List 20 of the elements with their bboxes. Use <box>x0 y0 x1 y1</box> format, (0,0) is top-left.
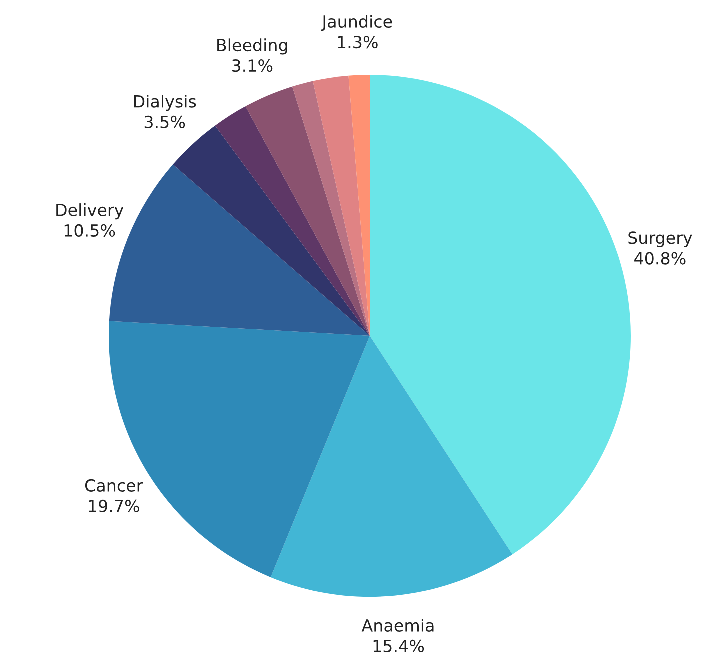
data-label: 10.5% <box>64 224 116 238</box>
slice-label: Bleeding <box>218 38 288 55</box>
pie-slice <box>246 86 370 336</box>
data-label: 15.4% <box>374 640 424 653</box>
slice-label: Delivery <box>56 204 124 220</box>
slice-label: Surgery <box>628 232 692 248</box>
slice-label: Anaemia <box>362 619 434 632</box>
data-label: 3.1% <box>232 60 273 72</box>
slice-label: Dialysis <box>134 95 196 112</box>
data-label: 3.5% <box>144 116 186 128</box>
data-label: 19.7% <box>89 500 140 513</box>
pie-slice <box>313 76 370 336</box>
slice-label: Cancer <box>85 479 144 492</box>
pie-slice <box>348 75 370 336</box>
data-label: 1.3% <box>338 36 378 49</box>
pie-slice <box>292 81 370 336</box>
data-label: 40.8% <box>634 252 686 265</box>
pie-slice <box>215 106 370 336</box>
slice-label: Jaundice <box>321 15 392 32</box>
pie-slice <box>270 336 513 597</box>
